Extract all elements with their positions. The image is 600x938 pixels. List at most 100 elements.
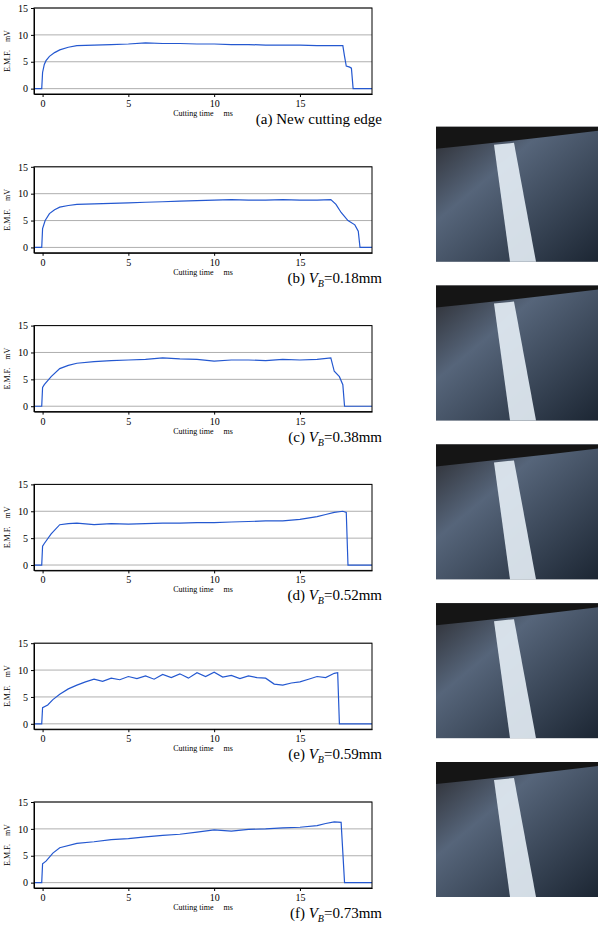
emf-line xyxy=(34,511,372,565)
photo-holder xyxy=(436,286,598,308)
grid-line xyxy=(34,406,372,407)
y-axis: 0 5 10 15 xyxy=(18,638,35,730)
panel: 051015051015Cutting time msE.M.F. mV(d) … xyxy=(3,444,598,606)
plot-area xyxy=(34,672,372,724)
x-tick-label: 10 xyxy=(210,416,220,427)
x-axis: 0 5 10 15 xyxy=(35,570,373,585)
x-tick-label: 5 xyxy=(126,575,131,586)
panel: 051015051015Cutting time msE.M.F. mV(e) … xyxy=(3,603,598,765)
y-tick-label: 10 xyxy=(18,347,28,358)
tool-photo xyxy=(436,444,598,579)
y-tick: 15 xyxy=(18,3,34,14)
grid-line xyxy=(34,34,372,35)
y-tick-label: 0 xyxy=(23,242,28,253)
y-tick-label: 15 xyxy=(18,479,28,490)
x-tick-label: 15 xyxy=(295,733,305,744)
y-axis-title: E.M.F. mV xyxy=(3,824,12,866)
x-tick-label: 5 xyxy=(126,98,131,109)
x-tick-label: 10 xyxy=(210,575,220,586)
y-tick-label: 5 xyxy=(23,850,28,861)
tool-photo xyxy=(436,286,598,421)
grid-line xyxy=(34,828,372,829)
x-axis: 051015 xyxy=(35,94,373,109)
grid-line xyxy=(34,511,372,512)
x-tick: 15 xyxy=(295,729,305,744)
y-tick-label: 10 xyxy=(18,665,28,676)
x-tick-label: 5 xyxy=(126,257,131,268)
panel-caption: (f) VB=0.73mm xyxy=(290,905,382,924)
x-tick-label: 0 xyxy=(41,733,46,744)
x-tick-label: 10 xyxy=(210,257,220,268)
y-tick-label: 0 xyxy=(23,401,28,412)
x-tick: 0 xyxy=(41,253,46,268)
x-tick: 5 xyxy=(126,412,131,427)
x-tick: 10 xyxy=(210,888,220,903)
y-tick-label: 15 xyxy=(18,3,28,14)
x-axis: 0 5 10 15 xyxy=(35,253,373,268)
photo-holder xyxy=(436,762,598,784)
photo-ground xyxy=(436,762,598,897)
x-tick-label: 15 xyxy=(295,257,305,268)
photo-holder xyxy=(436,603,598,625)
x-tick-label: 15 xyxy=(295,575,305,586)
x-axis-title: Cutting time ms xyxy=(173,427,233,436)
panel-caption: (c) VB=0.38mm xyxy=(288,429,382,448)
y-tick: 10 xyxy=(18,665,34,676)
photo-ground xyxy=(436,444,598,579)
y-tick: 10 xyxy=(18,506,34,517)
x-tick-label: 0 xyxy=(41,416,46,427)
y-tick: 0 xyxy=(23,877,34,888)
panel-caption: (b) VB=0.18mm xyxy=(287,270,382,289)
y-tick-label: 5 xyxy=(23,533,28,544)
y-tick: 0 xyxy=(23,401,34,412)
y-tick-label: 10 xyxy=(18,188,28,199)
y-tick: 5 xyxy=(23,56,34,67)
y-axis-title: E.M.F. mV xyxy=(3,665,12,707)
panel: 051015051015Cutting time msE.M.F. mV(a) … xyxy=(3,3,382,128)
x-axis-title: Cutting time ms xyxy=(173,109,233,118)
grid-line xyxy=(34,61,372,62)
x-tick: 10 xyxy=(210,570,220,585)
plot-frame xyxy=(34,484,372,570)
plot-frame xyxy=(34,326,372,412)
grid-line xyxy=(34,882,372,883)
grid-line xyxy=(34,723,372,724)
x-axis-title: Cutting time ms xyxy=(173,585,233,594)
emf-line xyxy=(34,43,372,89)
x-tick-label: 0 xyxy=(41,575,46,586)
figure: 051015051015Cutting time msE.M.F. mV(a) … xyxy=(0,0,600,938)
grid xyxy=(34,802,372,883)
grid-line xyxy=(34,220,372,221)
y-tick: 15 xyxy=(18,638,34,649)
y-axis: 051015 xyxy=(18,3,35,95)
photo-ground xyxy=(436,286,598,421)
y-tick-label: 15 xyxy=(18,797,28,808)
grid-line xyxy=(34,193,372,194)
y-tick: 5 xyxy=(23,215,34,226)
x-axis: 051015 xyxy=(35,729,373,744)
plot-frame xyxy=(34,8,372,94)
photo-wear-band xyxy=(494,143,536,262)
x-axis-title: Cutting time ms xyxy=(173,744,233,753)
y-tick: 0 xyxy=(23,83,34,94)
x-tick: 15 xyxy=(295,412,305,427)
x-tick-label: 15 xyxy=(295,98,305,109)
y-axis: 051015 xyxy=(18,162,35,254)
panel: 051015051015Cutting time msE.M.F. mV(b) … xyxy=(3,127,598,289)
grid-line xyxy=(34,696,372,697)
y-tick-label: 0 xyxy=(23,877,28,888)
x-axis-title: Cutting time ms xyxy=(173,903,233,912)
y-tick: 5 xyxy=(23,692,34,703)
x-tick-label: 0 xyxy=(41,892,46,903)
y-tick: 5 xyxy=(23,533,34,544)
panel: 051015051015Cutting time msE.M.F. mV(c) … xyxy=(3,286,598,448)
x-tick: 5 xyxy=(126,570,131,585)
x-tick: 0 xyxy=(41,888,46,903)
y-tick: 0 xyxy=(23,719,34,730)
tool-photo xyxy=(436,603,598,738)
photo-wear-band xyxy=(494,302,536,421)
y-tick-label: 10 xyxy=(18,506,28,517)
y-tick-label: 0 xyxy=(23,560,28,571)
x-tick-label: 10 xyxy=(210,892,220,903)
panel-caption: (d) VB=0.52mm xyxy=(287,587,382,606)
